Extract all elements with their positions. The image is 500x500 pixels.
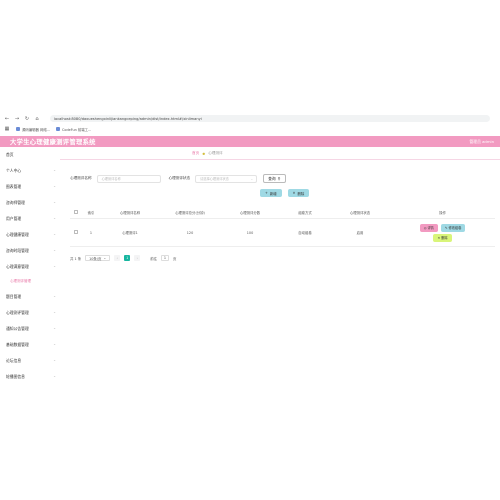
plus-icon: + bbox=[265, 191, 268, 195]
sidebar-item-assessment[interactable]: 心理测评管理 ⌄ bbox=[6, 310, 56, 315]
chevron-down-icon: ⌄ bbox=[53, 216, 56, 220]
chevron-down-icon: ⌄ bbox=[53, 374, 56, 378]
column-header: 心理测评状态 bbox=[349, 211, 371, 215]
batch-delete-button[interactable]: ✕ 删除 bbox=[287, 189, 310, 197]
sidebar-item-profile[interactable]: 个人中心 ⌄ bbox=[6, 168, 56, 173]
page-unit: 页 bbox=[172, 256, 177, 261]
chevron-down-icon: ⌄ bbox=[53, 294, 56, 298]
cell-name: 心理测评1 bbox=[122, 231, 138, 235]
sidebar-item-satisfaction[interactable]: 心理满意管理 ⌄ bbox=[6, 264, 56, 269]
bookmarks-bar: ▦ 源码编辑器 网络... CodeFun 前端工... bbox=[0, 125, 500, 133]
sidebar-subitem-active[interactable]: 心理测评管理 bbox=[10, 279, 31, 283]
column-header: 操作 bbox=[439, 211, 446, 215]
trash-icon: ✕ bbox=[437, 235, 441, 240]
sidebar-item-users[interactable]: 用户管理 ⌄ bbox=[6, 216, 56, 221]
column-header: 组卷方式 bbox=[298, 211, 312, 215]
app-header: 大学生心理健康测评管理系统 管理员 admin bbox=[0, 136, 500, 147]
divider bbox=[60, 159, 500, 160]
chevron-down-icon: ⌄ bbox=[53, 358, 56, 362]
pagination: 共 1 条 10条/页 ⌄ ‹ 1 › 前往 1 页 bbox=[70, 255, 176, 261]
table-header: 索引 心理测评名称 心理测评总分(分钟) 心理测评分数 组卷方式 心理测评状态 … bbox=[70, 207, 495, 219]
forward-arrow-icon[interactable]: → bbox=[14, 115, 20, 122]
column-header: 心理测评总分(分钟) bbox=[175, 211, 205, 215]
page-number-current[interactable]: 1 bbox=[124, 255, 131, 261]
sidebar-item-slots[interactable]: 咨询时段管理 ⌄ bbox=[6, 248, 56, 253]
cell-total: 120 bbox=[186, 230, 194, 235]
main-content: 首页 ❀ 心理测评 心理测评名称 心理测评名称 心理测评状态 请选择心理测评状态… bbox=[60, 147, 500, 387]
delete-button[interactable]: ✕ 删除 bbox=[433, 233, 452, 242]
chevron-down-icon: ⌄ bbox=[53, 248, 56, 252]
chevron-down-icon: ⌄ bbox=[53, 232, 56, 236]
column-header: 索引 bbox=[87, 211, 95, 215]
reload-icon[interactable]: ↻ bbox=[24, 115, 30, 122]
back-arrow-icon[interactable]: ← bbox=[4, 115, 10, 122]
next-page-button[interactable]: › bbox=[134, 255, 141, 261]
chevron-down-icon: ⌄ bbox=[53, 200, 56, 204]
app-title: 大学生心理健康测评管理系统 bbox=[10, 139, 96, 146]
sidebar-item-notices[interactable]: 通知公告管理 ⌄ bbox=[6, 326, 56, 331]
search-button[interactable]: 查询 ⚲ bbox=[263, 174, 286, 183]
edit-paper-button[interactable]: ✎ 修改组卷 bbox=[440, 223, 466, 232]
breadcrumb: 首页 ❀ 心理测评 bbox=[192, 151, 223, 156]
chevron-down-icon: ⌄ bbox=[53, 342, 56, 346]
eye-icon: ◎ bbox=[423, 225, 427, 230]
name-label: 心理测评名称 bbox=[70, 176, 92, 180]
home-icon[interactable]: ⌂ bbox=[35, 115, 39, 122]
bookmark-icon bbox=[56, 127, 61, 131]
trash-icon: ✕ bbox=[292, 191, 296, 195]
goto-label: 前往 bbox=[150, 256, 157, 261]
name-search-input[interactable]: 心理测评名称 bbox=[96, 174, 161, 183]
total-count: 共 1 条 bbox=[70, 256, 82, 261]
sidebar: 首页 个人中心 ⌄ 图表管理 ⌄ 咨询师管理 ⌄ 用户管理 ⌄ 心理健康管理 ⌄ 咨询时段… bbox=[0, 147, 60, 387]
select-all-checkbox[interactable] bbox=[74, 210, 78, 214]
status-select[interactable]: 请选择心理测评状态 ⌄ bbox=[195, 174, 258, 183]
sidebar-item-charts[interactable]: 图表管理 ⌄ bbox=[6, 184, 56, 189]
chevron-down-icon: ⌄ bbox=[53, 310, 56, 314]
edit-icon: ✎ bbox=[444, 225, 448, 230]
detail-button[interactable]: ◎ 详情 bbox=[419, 223, 438, 232]
add-button[interactable]: + 新增 bbox=[260, 189, 282, 197]
status-label: 心理测评状态 bbox=[168, 176, 191, 180]
sidebar-item-health[interactable]: 心理健康管理 ⌄ bbox=[6, 232, 56, 237]
cell-mode: 自动组卷 bbox=[298, 231, 312, 235]
bookmark-item[interactable]: 源码编辑器 网络... bbox=[16, 127, 50, 132]
breadcrumb-current: 心理测评 bbox=[208, 151, 223, 155]
sidebar-item-counselors[interactable]: 咨询师管理 ⌄ bbox=[6, 200, 56, 205]
cell-operations: ◎ 详情 ✎ 修改组卷 ✕ 删除 bbox=[390, 223, 495, 242]
chevron-down-icon: ⌄ bbox=[53, 168, 56, 172]
column-header: 心理测评名称 bbox=[119, 211, 141, 215]
table-row: 1 心理测评1 120 100 自动组卷 启用 ◎ 详情 ✎ 修改组卷 ✕ 删除 bbox=[70, 219, 495, 247]
data-table: 索引 心理测评名称 心理测评总分(分钟) 心理测评分数 组卷方式 心理测评状态 … bbox=[70, 207, 495, 247]
search-icon: ⚲ bbox=[277, 176, 281, 181]
apps-icon[interactable]: ▦ bbox=[4, 126, 10, 132]
cell-index: 1 bbox=[89, 230, 93, 235]
goto-page-input[interactable]: 1 bbox=[160, 255, 169, 261]
sidebar-item-carousel[interactable]: 轮播图信息 ⌄ bbox=[6, 374, 56, 379]
cell-status: 启用 bbox=[356, 231, 364, 235]
sidebar-item-forum[interactable]: 论坛信息 ⌄ bbox=[6, 358, 56, 363]
chevron-down-icon: ⌄ bbox=[250, 176, 254, 181]
cell-score: 100 bbox=[246, 230, 254, 235]
chevron-down-icon: ⌄ bbox=[103, 256, 107, 260]
sidebar-item-home[interactable]: 首页 bbox=[6, 152, 14, 157]
breadcrumb-separator-icon: ❀ bbox=[202, 151, 206, 156]
browser-toolbar: ← → ↻ ⌂ localhost:8080/daxueshengxinliji… bbox=[0, 114, 500, 123]
chevron-down-icon: ⌄ bbox=[53, 264, 56, 268]
sidebar-item-basedata[interactable]: 基础数据管理 ⌄ bbox=[6, 342, 56, 347]
breadcrumb-home[interactable]: 首页 bbox=[192, 151, 200, 155]
row-checkbox[interactable] bbox=[74, 230, 78, 234]
chevron-down-icon: ⌄ bbox=[53, 184, 56, 188]
chevron-down-icon: ⌄ bbox=[53, 326, 56, 330]
address-bar[interactable]: localhost:8080/daxueshengxinlijiankangce… bbox=[50, 115, 490, 122]
sidebar-item-questions[interactable]: 题目管理 ⌄ bbox=[6, 294, 56, 299]
page-size-select[interactable]: 10条/页 ⌄ bbox=[85, 255, 111, 261]
prev-page-button[interactable]: ‹ bbox=[114, 255, 121, 261]
user-menu[interactable]: 管理员 admin bbox=[469, 138, 495, 144]
action-bar: + 新增 ✕ 删除 bbox=[260, 189, 310, 197]
search-form: 心理测评名称 心理测评名称 心理测评状态 请选择心理测评状态 ⌄ 查询 ⚲ bbox=[70, 174, 286, 183]
bookmark-icon bbox=[16, 127, 20, 131]
bookmark-item[interactable]: CodeFun 前端工... bbox=[56, 127, 91, 132]
column-header: 心理测评分数 bbox=[239, 211, 261, 215]
